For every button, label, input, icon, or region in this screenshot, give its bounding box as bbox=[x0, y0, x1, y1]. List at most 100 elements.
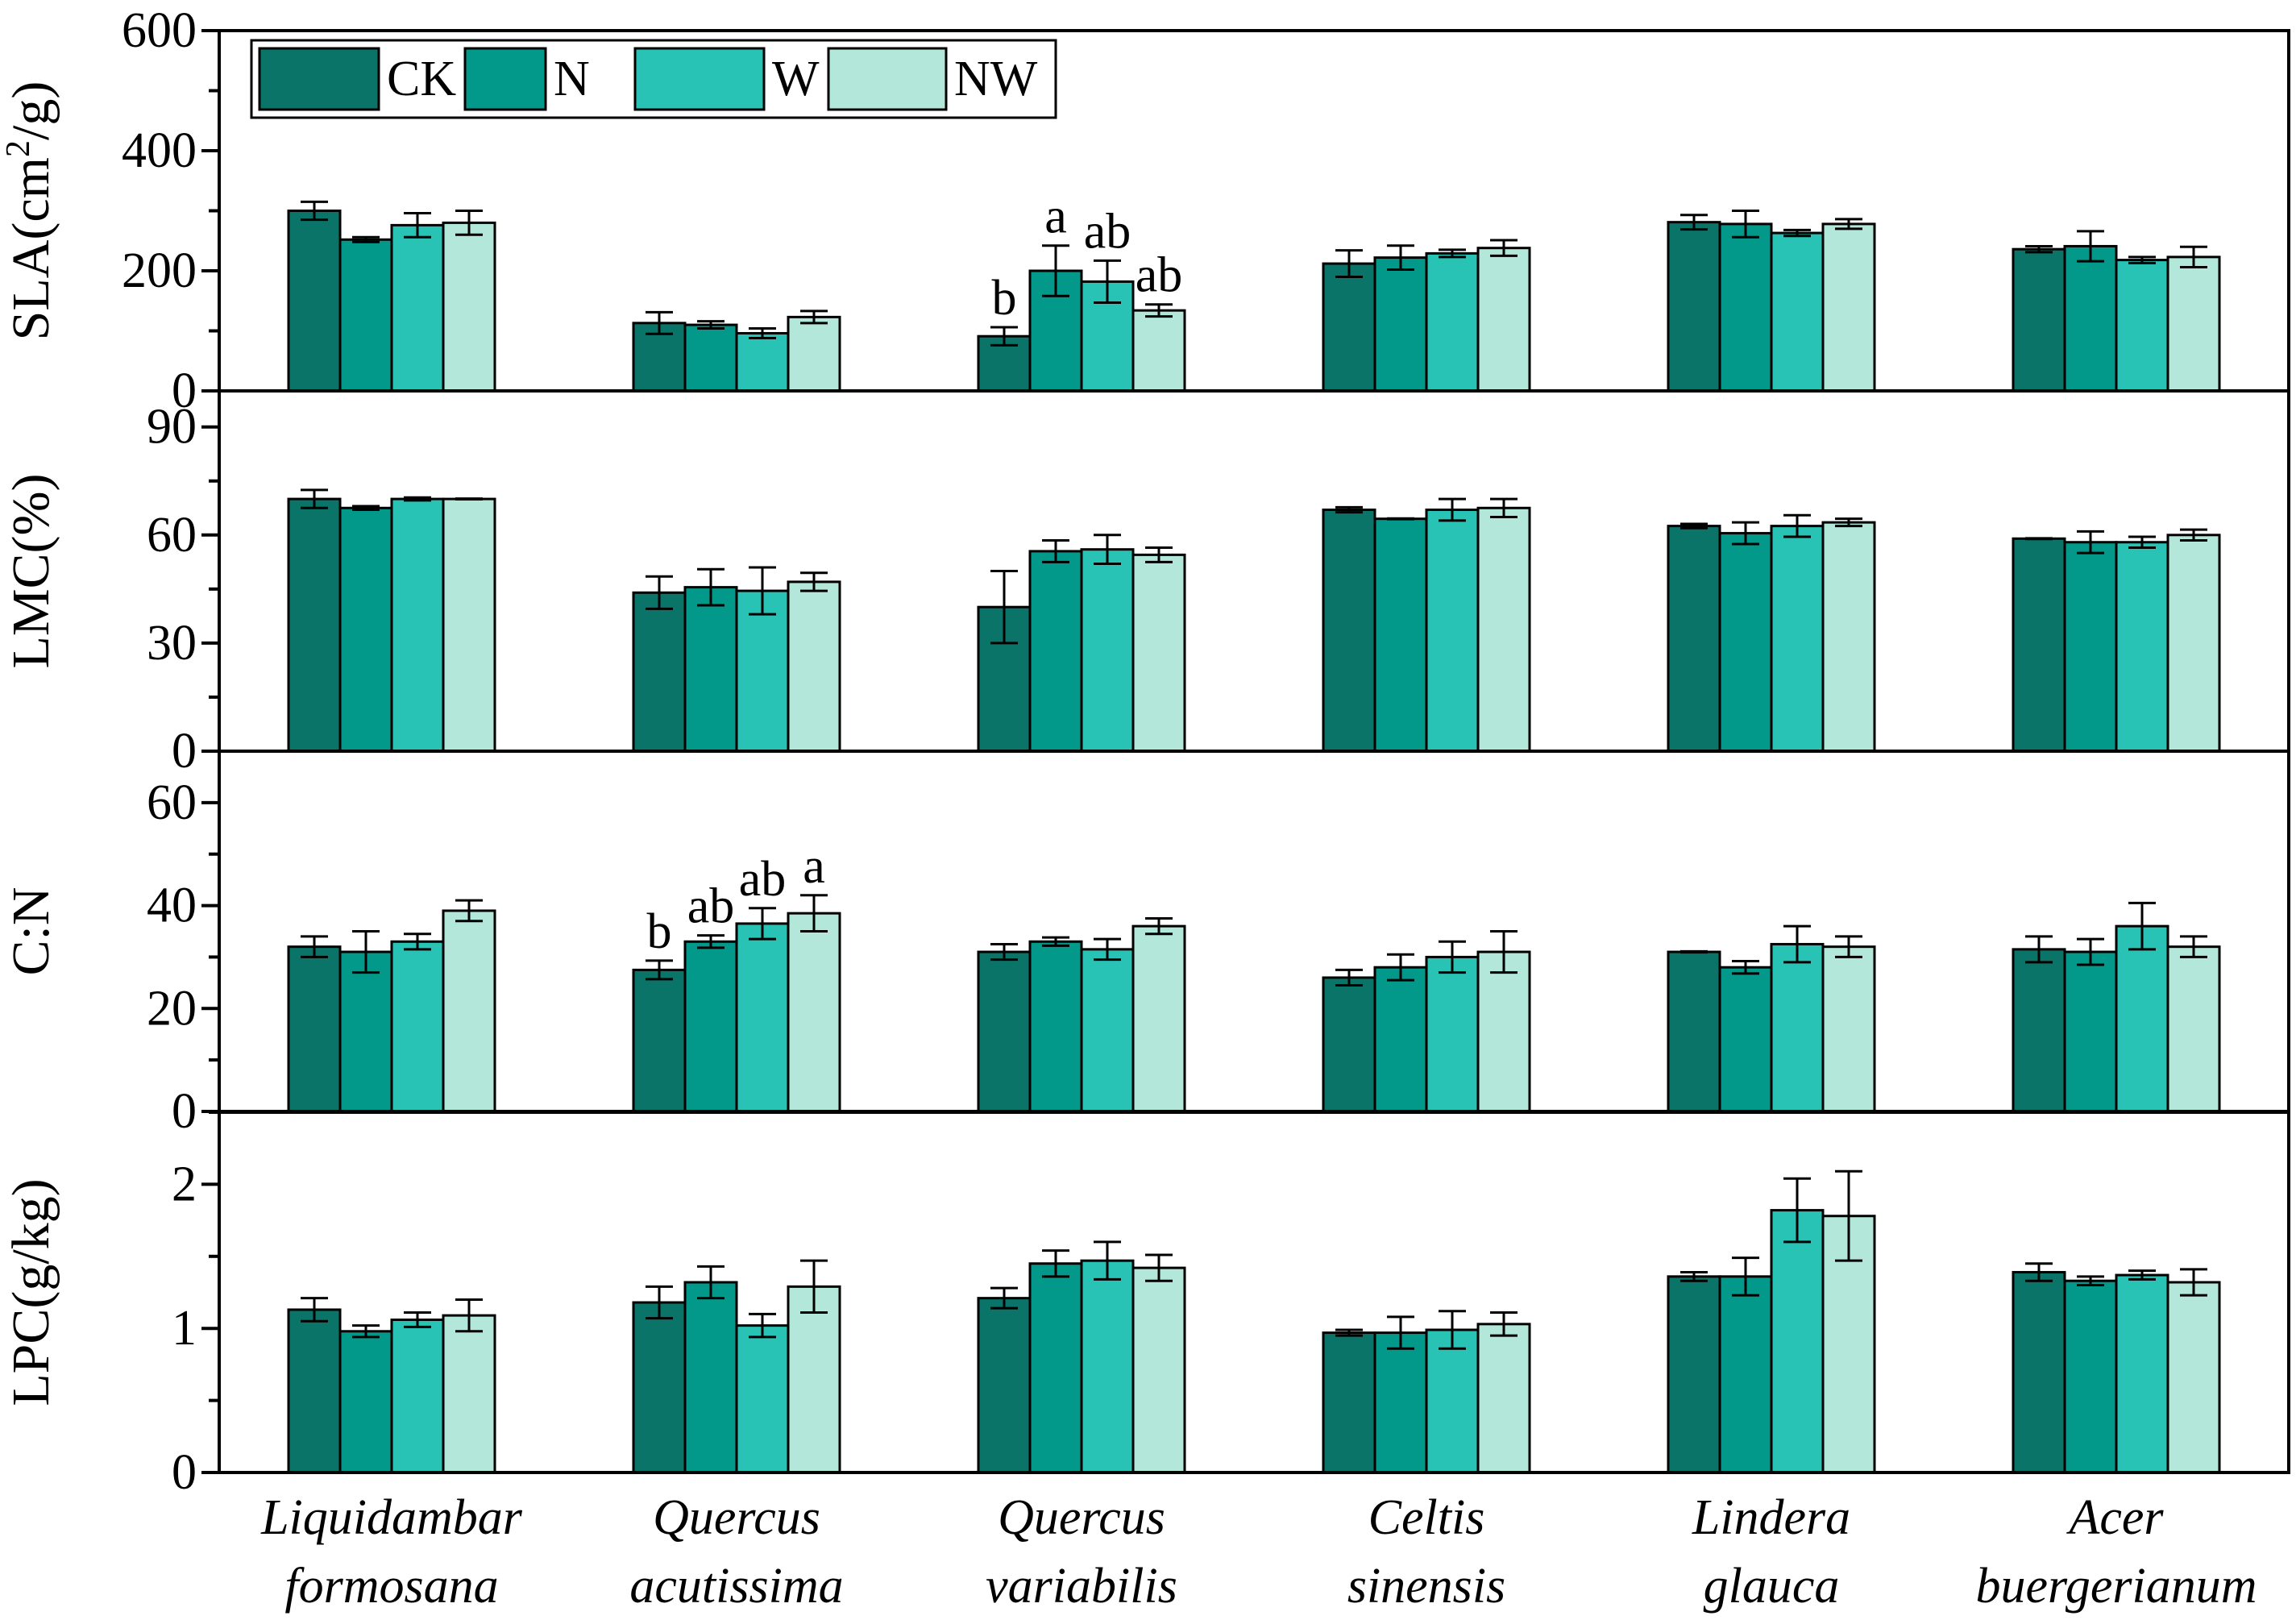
bar-w-2 bbox=[735, 331, 790, 393]
bar-n-3 bbox=[1028, 550, 1083, 753]
significance-letter: a bbox=[803, 839, 825, 894]
error-bar bbox=[301, 935, 328, 958]
error-bar bbox=[646, 575, 673, 610]
bar-n-4 bbox=[1373, 966, 1428, 1113]
error-bar bbox=[1439, 497, 1466, 522]
category-label-genus: Liquidambar bbox=[260, 1490, 523, 1545]
bar-nw-1 bbox=[442, 221, 496, 393]
category-label-species: acutissima bbox=[629, 1559, 843, 1614]
error-bar bbox=[1490, 497, 1518, 518]
error-bar bbox=[2077, 937, 2104, 966]
error-bar bbox=[2025, 935, 2053, 964]
bar-nw-3 bbox=[1131, 924, 1186, 1113]
significance-letter: ab bbox=[687, 879, 735, 934]
bar-nw-2 bbox=[787, 912, 841, 1113]
error-bar bbox=[1387, 1315, 1414, 1350]
error-bar bbox=[1783, 1177, 1811, 1244]
y-axis-label: LPC(g/kg) bbox=[2, 1178, 60, 1406]
bar-w-6 bbox=[2115, 541, 2169, 753]
legend-label-w: W bbox=[772, 52, 820, 106]
bar-w-6 bbox=[2115, 259, 2169, 393]
error-bar bbox=[1680, 949, 1708, 954]
bar-n-4 bbox=[1373, 1331, 1428, 1474]
bar-ck-3 bbox=[977, 1297, 1032, 1474]
error-bar bbox=[1145, 303, 1173, 318]
bar-ck-4 bbox=[1322, 509, 1376, 753]
error-bar bbox=[404, 933, 431, 951]
error-bar bbox=[2025, 1262, 2053, 1282]
panel-frame bbox=[218, 1111, 2290, 1474]
error-bar bbox=[352, 235, 380, 243]
bar-n-3 bbox=[1028, 1262, 1083, 1474]
y-axis-label: LMC(%) bbox=[2, 474, 60, 669]
panel-4: 0 1 2 LPC(g/kg) bbox=[2, 1111, 2290, 1500]
bar-n-5 bbox=[1718, 966, 1773, 1113]
y-tick-label: 90 bbox=[147, 400, 197, 455]
bar-w-4 bbox=[1425, 251, 1480, 393]
error-bar bbox=[352, 505, 380, 512]
error-bar bbox=[800, 894, 828, 933]
legend: CK N W NW bbox=[250, 39, 1057, 119]
legend-label-nw: NW bbox=[954, 52, 1038, 106]
error-bar bbox=[1094, 534, 1121, 566]
legend-label-ck: CK bbox=[387, 52, 456, 106]
bar-ck-6 bbox=[2012, 537, 2066, 753]
bar-nw-5 bbox=[1821, 222, 1876, 393]
bar-nw-6 bbox=[2166, 534, 2221, 753]
bar-ck-4 bbox=[1322, 262, 1376, 393]
bar-w-5 bbox=[1770, 942, 1825, 1113]
error-bar bbox=[455, 1298, 483, 1333]
error-bar bbox=[1490, 930, 1518, 974]
bar-n-2 bbox=[683, 940, 738, 1113]
error-bar bbox=[2077, 530, 2104, 555]
bar-w-5 bbox=[1770, 1209, 1825, 1474]
bar-nw-4 bbox=[1476, 1323, 1531, 1474]
bar-nw-4 bbox=[1476, 950, 1531, 1113]
error-bar bbox=[2180, 528, 2207, 542]
bar-n-6 bbox=[2063, 1279, 2118, 1474]
bar-n-5 bbox=[1718, 222, 1773, 393]
error-bar bbox=[1042, 539, 1069, 563]
bar-nw-3 bbox=[1131, 1266, 1186, 1474]
legend-swatch-w bbox=[633, 47, 766, 111]
error-bar bbox=[352, 930, 380, 974]
bar-n-2 bbox=[683, 1281, 738, 1474]
error-bar bbox=[990, 1286, 1018, 1310]
error-bar bbox=[749, 327, 776, 339]
error-bar bbox=[697, 1265, 725, 1300]
y-tick-label: 1 bbox=[172, 1301, 197, 1356]
bar-nw-2 bbox=[787, 580, 841, 753]
bar-nw-5 bbox=[1821, 521, 1876, 753]
y-tick-label: 60 bbox=[147, 775, 197, 830]
error-bar bbox=[1439, 248, 1466, 259]
error-bar bbox=[455, 497, 483, 501]
panel-frame bbox=[218, 389, 2290, 753]
error-bar bbox=[990, 942, 1018, 962]
category-label-genus: Lindera bbox=[1692, 1490, 1850, 1545]
error-bar bbox=[1145, 546, 1173, 563]
bar-w-2 bbox=[735, 1324, 790, 1474]
chart-panels: ba abab0200400600SLA(cm2/g)0306090LMC(%)b… bbox=[0, 3, 2290, 1500]
bar-ck-4 bbox=[1322, 1331, 1376, 1474]
category-label-genus: Quercus bbox=[998, 1490, 1165, 1545]
bar-ck-5 bbox=[1667, 221, 1721, 393]
category-label-species: formosana bbox=[284, 1559, 498, 1614]
bar-ck-4 bbox=[1322, 976, 1376, 1113]
error-bar bbox=[2025, 244, 2053, 254]
y-tick-label: 0 bbox=[172, 1445, 197, 1500]
bar-nw-1 bbox=[442, 497, 496, 753]
category-label-species: sinensis bbox=[1347, 1559, 1505, 1614]
error-bar bbox=[301, 488, 328, 509]
bar-w-2 bbox=[735, 589, 790, 753]
bar-ck-5 bbox=[1667, 950, 1721, 1113]
panel-frame bbox=[218, 750, 2290, 1113]
error-bar bbox=[404, 1311, 431, 1328]
y-tick-label: 0 bbox=[172, 1084, 197, 1139]
bar-nw-1 bbox=[442, 909, 496, 1113]
category-label-genus: Acer bbox=[2066, 1490, 2164, 1545]
y-tick-label: 30 bbox=[147, 616, 197, 671]
y-tick-label: 2 bbox=[172, 1157, 197, 1211]
error-bar bbox=[1387, 517, 1414, 521]
bar-ck-2 bbox=[632, 1301, 687, 1474]
